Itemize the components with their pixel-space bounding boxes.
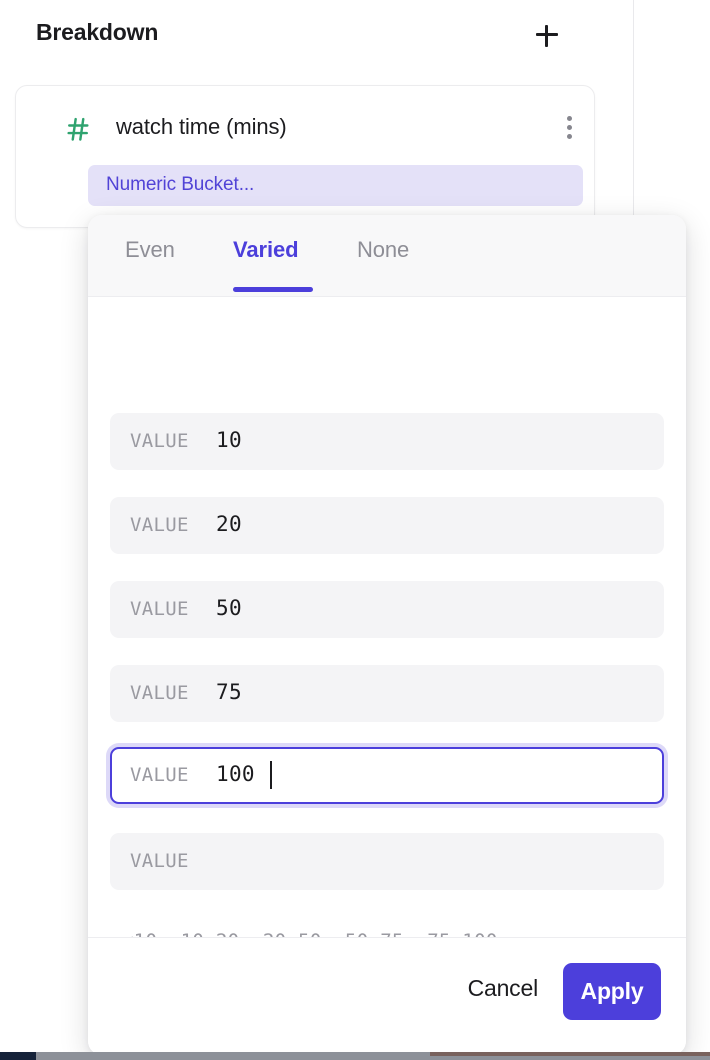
plus-icon-vertical xyxy=(544,24,548,47)
tab-varied[interactable]: Varied xyxy=(233,237,299,262)
popover-footer: Cancel Apply xyxy=(88,937,686,1055)
tab-none[interactable]: None xyxy=(357,237,410,262)
value-row-input[interactable]: 20 xyxy=(216,512,242,536)
text-caret xyxy=(270,761,272,789)
value-row-label: VALUE xyxy=(130,682,189,704)
value-row[interactable]: VALUE 75 xyxy=(110,665,664,722)
bottom-strip-dark-segment xyxy=(0,1052,36,1060)
value-row-input[interactable]: 100 xyxy=(216,762,255,786)
breakdown-card[interactable]: watch time (mins) xyxy=(15,85,595,228)
breakdown-header: Breakdown xyxy=(0,0,633,70)
hash-icon xyxy=(64,115,92,143)
kebab-dot-2 xyxy=(567,125,572,130)
value-row-label: VALUE xyxy=(130,514,189,536)
value-row-label: VALUE xyxy=(130,430,189,452)
numeric-bucket-popover: Even Varied None VALUE 10 VALUE 20 VALUE… xyxy=(88,215,686,1055)
value-row[interactable]: VALUE 20 xyxy=(110,497,664,554)
kebab-dot-3 xyxy=(567,134,572,139)
value-row-input[interactable]: 10 xyxy=(216,428,242,452)
breakdown-field-name: watch time (mins) xyxy=(116,114,287,139)
value-row-empty[interactable]: VALUE xyxy=(110,833,664,890)
numeric-bucket-chip-label: Numeric Bucket... xyxy=(106,174,255,195)
value-row-focused[interactable]: VALUE 100 xyxy=(110,747,664,804)
kebab-menu-icon[interactable] xyxy=(559,113,581,143)
active-tab-underline xyxy=(233,287,313,292)
page-title: Breakdown xyxy=(36,19,159,45)
value-row-label: VALUE xyxy=(130,764,189,786)
value-row[interactable]: VALUE 50 xyxy=(110,581,664,638)
value-row[interactable]: VALUE 10 xyxy=(110,413,664,470)
bottom-strip-warm-segment xyxy=(430,1052,710,1056)
bucket-values-body: VALUE 10 VALUE 20 VALUE 50 VALUE 75 VALU… xyxy=(88,297,686,986)
numeric-bucket-chip[interactable]: Numeric Bucket... xyxy=(88,165,583,206)
value-row-input[interactable]: 50 xyxy=(216,596,242,620)
value-row-input[interactable]: 75 xyxy=(216,680,242,704)
breakdown-card-header: watch time (mins) xyxy=(16,86,594,168)
bottom-screen-strip xyxy=(0,1052,710,1060)
apply-button[interactable]: Apply xyxy=(563,963,661,1020)
cancel-button[interactable]: Cancel xyxy=(467,975,539,1001)
value-row-label: VALUE xyxy=(130,850,189,872)
tab-even[interactable]: Even xyxy=(125,237,175,262)
panel-divider xyxy=(633,0,634,216)
add-breakdown-button[interactable] xyxy=(530,18,564,52)
bucket-mode-tabbar: Even Varied None xyxy=(88,215,686,297)
kebab-dot-1 xyxy=(567,116,572,121)
value-row-label: VALUE xyxy=(130,598,189,620)
